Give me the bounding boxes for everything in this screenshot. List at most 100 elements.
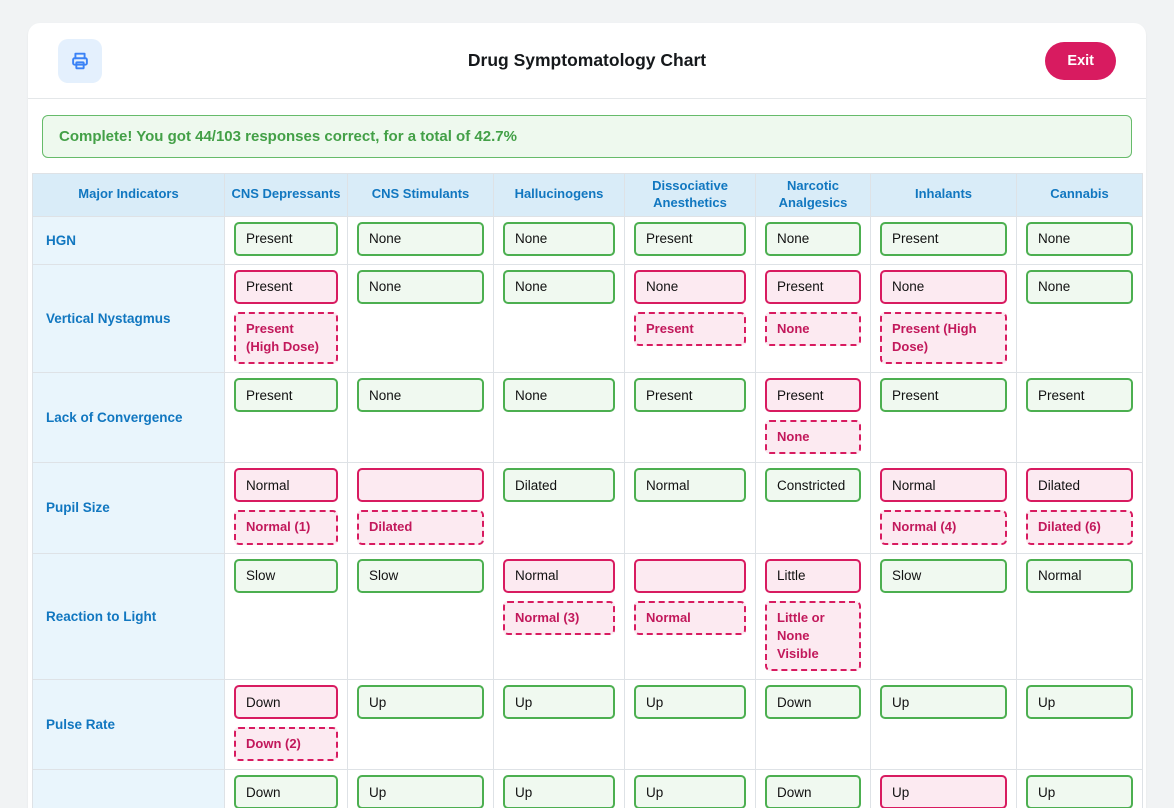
answer-cell [224,215,348,265]
answer-cell [870,372,1017,464]
print-button[interactable] [58,38,102,83]
answer-input[interactable] [234,468,338,503]
answer-input[interactable] [880,775,1007,808]
answer-cell [493,372,625,464]
answer-input[interactable] [357,468,484,503]
answer-input[interactable] [1026,468,1133,503]
answer-cell [624,679,756,771]
column-header-cns-depressants: CNS Depressants [224,173,348,217]
answer-input[interactable] [1026,775,1133,808]
answer-cell [870,215,1017,265]
table-row: Lack of Convergence None [32,372,1143,464]
answer-input[interactable] [765,221,861,256]
answer-input[interactable] [357,378,484,413]
correct-answer-box: Normal [634,600,746,635]
answer-input[interactable] [503,269,615,304]
answer-input[interactable] [503,378,615,413]
main-card: Drug Symptomatology Chart Exit Complete!… [28,23,1146,808]
correct-answer-box: Dilated [357,510,484,545]
answer-cell: Normal (1) [224,462,348,554]
answer-input[interactable] [765,468,861,503]
answer-input[interactable] [765,775,861,808]
answer-input[interactable] [234,685,338,720]
answer-input[interactable] [880,378,1007,413]
answer-cell: Down (2) [224,679,348,771]
answer-cell [870,552,1017,681]
answer-input[interactable] [234,775,338,808]
answer-input[interactable] [1026,378,1133,413]
correct-answer-box: None [765,311,861,346]
answer-cell: None [755,372,871,464]
answer-input[interactable] [634,378,746,413]
answer-input[interactable] [234,221,338,256]
answer-cell [624,215,756,265]
answer-cell [755,215,871,265]
answer-input[interactable] [765,378,861,413]
answer-input[interactable] [634,221,746,256]
column-header-hallucinogens: Hallucinogens [493,173,625,217]
answer-input[interactable] [765,269,861,304]
answer-cell [1016,215,1143,265]
exit-button[interactable]: Exit [1045,41,1116,80]
answer-cell [347,679,494,771]
symptomatology-table: Major Indicators CNS Depressants CNS Stimu… [32,173,1143,808]
correct-answer-box: Down (2) [234,727,338,762]
answer-cell [347,263,494,374]
answer-input[interactable] [880,558,1007,593]
answer-input[interactable] [880,269,1007,304]
answer-input[interactable] [503,221,615,256]
answer-input[interactable] [234,378,338,413]
correct-answer-box: None [765,420,861,455]
answer-cell [755,769,871,808]
answer-cell [493,263,625,374]
answer-input[interactable] [503,468,615,503]
answer-cell: Up/Down (5) [870,769,1017,808]
answer-cell [493,215,625,265]
answer-cell: Present [624,263,756,374]
row-indicator-reaction-to-light: Reaction to Light [32,552,225,681]
answer-input[interactable] [765,558,861,593]
answer-input[interactable] [634,775,746,808]
answer-input[interactable] [1026,685,1133,720]
answer-cell [1016,372,1143,464]
row-indicator-blood-pressure: Blood Pressure [32,769,225,808]
answer-input[interactable] [357,685,484,720]
answer-input[interactable] [503,685,615,720]
answer-input[interactable] [634,269,746,304]
answer-input[interactable] [1026,558,1133,593]
table-row: HGN [32,215,1143,265]
answer-input[interactable] [357,558,484,593]
row-indicator-pulse-rate: Pulse Rate [32,679,225,771]
answer-input[interactable] [634,558,746,593]
answer-input[interactable] [880,468,1007,503]
answer-cell: Dilated (6) [1016,462,1143,554]
answer-input[interactable] [503,558,615,593]
answer-cell [347,215,494,265]
page-title: Drug Symptomatology Chart [467,50,707,70]
row-indicator-hgn: HGN [32,215,225,265]
answer-input[interactable] [503,775,615,808]
column-header-dissociative-anesthetics: Dissociative Anesthetics [624,173,756,217]
table-header-row: Major Indicators CNS Depressants CNS Stimu… [32,173,1143,217]
printer-icon [69,50,91,72]
answer-cell [624,462,756,554]
answer-input[interactable] [357,221,484,256]
answer-input[interactable] [880,221,1007,256]
answer-cell [870,679,1017,771]
answer-input[interactable] [880,685,1007,720]
answer-input[interactable] [634,468,746,503]
answer-input[interactable] [234,269,338,304]
answer-input[interactable] [634,685,746,720]
answer-cell [347,372,494,464]
answer-cell [624,769,756,808]
row-indicator-lack-of-convergence: Lack of Convergence [32,372,225,464]
answer-input[interactable] [234,558,338,593]
answer-input[interactable] [765,685,861,720]
answer-input[interactable] [357,269,484,304]
answer-input[interactable] [1026,269,1133,304]
correct-answer-box: Present (High Dose) [234,311,338,365]
answer-input[interactable] [1026,221,1133,256]
correct-answer-box: Normal (3) [503,600,615,635]
answer-input[interactable] [357,775,484,808]
